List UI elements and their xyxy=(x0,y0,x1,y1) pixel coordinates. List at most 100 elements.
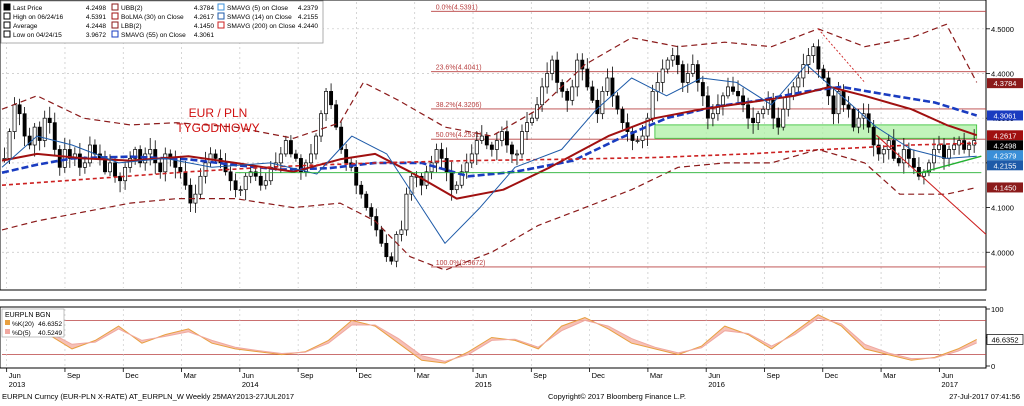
candle-down xyxy=(354,166,359,186)
candle-up xyxy=(650,91,655,119)
ma-line xyxy=(1,142,977,186)
candle-down xyxy=(369,207,374,217)
candle-down xyxy=(22,113,27,137)
ma-line xyxy=(1,85,978,178)
candle-up xyxy=(319,113,323,137)
oscillator-value-label: 46.6352 xyxy=(991,335,1018,344)
candle-down xyxy=(821,68,826,79)
time-tick-label: Jun xyxy=(708,371,720,380)
time-tick-label: Sep xyxy=(67,371,80,380)
moving-average-lines xyxy=(1,23,978,271)
candle-down xyxy=(444,158,449,173)
candle-up xyxy=(781,108,786,128)
candle-up xyxy=(665,59,670,70)
candle-down xyxy=(339,126,344,150)
chart-title: EUR / PLN xyxy=(189,106,248,120)
price-tick-label: 4.4000 xyxy=(991,70,1014,79)
candle-up xyxy=(424,171,429,186)
fib-label: 38.2%(4.3206) xyxy=(436,102,482,109)
legend-label: SMAVG (14) on Close xyxy=(227,14,292,21)
price-tag xyxy=(987,130,1023,141)
time-tick-label: Sep xyxy=(766,371,779,380)
oscillator-lines xyxy=(1,314,977,364)
oscillator-fill-segment xyxy=(398,338,422,361)
price-tag-label: 4.2155 xyxy=(994,161,1017,170)
candle-up xyxy=(42,117,47,141)
candle-up xyxy=(570,86,575,101)
price-tag-label: 4.2498 xyxy=(994,141,1017,150)
candle-down xyxy=(27,135,32,146)
candle-up xyxy=(494,140,499,150)
legend-value: 4.3061 xyxy=(194,32,215,39)
legend-value: 4.3784 xyxy=(194,5,215,12)
trend-line xyxy=(876,134,987,235)
candle-down xyxy=(364,193,369,208)
time-tick-label: Mar xyxy=(417,371,430,380)
candle-down xyxy=(293,153,298,159)
legend-value: 4.1450 xyxy=(194,23,215,30)
candle-down xyxy=(178,166,183,173)
candle-down xyxy=(67,149,72,159)
candle-up xyxy=(535,104,540,119)
time-tick-label: Dec xyxy=(125,371,139,380)
trend-line xyxy=(920,155,982,174)
oscillator-title: EURPLN BGN xyxy=(5,312,51,319)
oscillator-tick-label: 100 xyxy=(991,305,1004,314)
support-band-layer xyxy=(654,124,978,139)
candle-down xyxy=(731,86,735,92)
time-tick-label: Mar xyxy=(650,371,663,380)
candle-up xyxy=(32,126,37,146)
candle-up xyxy=(499,131,504,141)
fib-label: 0.0%(4.5391) xyxy=(436,4,478,11)
candle-down xyxy=(288,140,293,155)
candle-down xyxy=(329,91,334,106)
price-tick-label: 4.1000 xyxy=(991,204,1014,213)
ma-line xyxy=(1,85,978,200)
candle-down xyxy=(565,91,570,101)
oscillator-legend-swatch xyxy=(5,329,10,334)
candle-down xyxy=(590,86,595,101)
footer-security: EURPLN Curncy (EUR-PLN X-RATE) AT_EURPLN… xyxy=(2,392,294,401)
candle-down xyxy=(153,149,158,164)
candle-down xyxy=(504,131,509,146)
year-tick-label: 2014 xyxy=(242,380,259,389)
time-tick-label: Sep xyxy=(300,371,313,380)
candle-down xyxy=(751,117,756,124)
oscillator-legend-value: 40.5249 xyxy=(38,330,62,337)
candle-down xyxy=(695,64,700,83)
candle-up xyxy=(283,140,288,155)
candle-up xyxy=(394,234,399,262)
candle-up xyxy=(856,117,861,128)
candle-down xyxy=(118,175,123,182)
footer-bar xyxy=(0,391,1024,401)
footer-timestamp: 27-Jul-2017 07:41:56 xyxy=(949,392,1020,401)
time-tick-label: Jun xyxy=(9,371,21,380)
candle-up xyxy=(474,140,479,155)
trend-lines xyxy=(235,28,987,235)
candle-down xyxy=(113,162,117,177)
price-tag xyxy=(987,160,1023,171)
time-tick-label: Mar xyxy=(883,371,896,380)
candle-up xyxy=(710,113,715,119)
candle-down xyxy=(233,180,238,191)
candle-down xyxy=(158,162,163,173)
oscillator-tick-label: 0 xyxy=(991,362,995,371)
candle-down xyxy=(876,144,881,155)
candle-up xyxy=(123,166,128,182)
candle-up xyxy=(148,149,153,155)
candle-up xyxy=(545,73,550,88)
candle-up xyxy=(947,149,951,159)
candle-down xyxy=(736,91,740,97)
candle-up xyxy=(464,162,469,173)
price-tag-label: 4.2617 xyxy=(994,131,1017,140)
candle-down xyxy=(851,108,856,128)
candle-down xyxy=(580,59,585,70)
candle-down xyxy=(419,175,424,186)
legend-label: SMAVG (55) on Close xyxy=(121,32,186,39)
fib-label: 50.0%(4.2531) xyxy=(436,132,482,139)
legend-value: 4.2617 xyxy=(194,14,215,21)
candle-up xyxy=(7,131,12,159)
candle-down xyxy=(489,144,494,150)
candle-up xyxy=(454,184,459,191)
